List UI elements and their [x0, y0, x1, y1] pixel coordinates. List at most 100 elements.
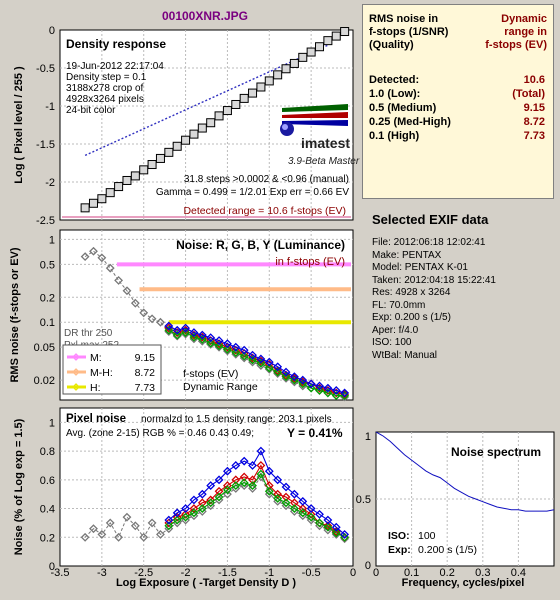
noise-ytick-label: 0.02	[34, 375, 55, 387]
spectrum-exp-value: 0.200 s (1/5)	[418, 544, 477, 556]
summary-header-left-3: (Quality)	[369, 39, 414, 51]
pixel-series	[80, 446, 350, 544]
pixel-series-marker	[189, 508, 199, 518]
pixel-ytick-label: 0.6	[40, 475, 55, 487]
pixel-series-marker	[331, 528, 341, 538]
noise-ytick-label: 0.2	[40, 292, 55, 304]
pixel-series-marker	[231, 461, 241, 470]
summary-row-label: 0.25 (Med-High)	[369, 116, 451, 128]
summary-row-value: 9.15	[523, 102, 545, 114]
noise-series-marker	[239, 345, 249, 355]
density-marker	[172, 141, 182, 151]
noise-series-marker	[223, 344, 232, 354]
shared-xtick-label: -1.5	[218, 567, 237, 579]
noise-series-marker	[181, 328, 190, 337]
pixel-series-marker	[164, 521, 174, 531]
density-marker	[97, 194, 107, 204]
pixel-series-marker	[239, 472, 249, 482]
noise-series-marker	[273, 366, 283, 376]
pixel-series-marker	[231, 481, 241, 490]
noise-series-marker	[340, 388, 350, 398]
noise-series-marker	[181, 323, 190, 333]
pixel-series-marker	[239, 456, 249, 466]
noise-series-marker	[298, 379, 308, 389]
spectrum-xtick-label: 0.1	[404, 567, 419, 579]
pixel-series-marker	[331, 527, 341, 536]
pixel-series-marker	[214, 475, 224, 485]
density-marker	[231, 99, 241, 109]
pixel-series-marker	[331, 522, 341, 532]
noise-series-marker	[264, 364, 274, 374]
density-marker	[164, 147, 174, 157]
shared-xtick-label: -0.5	[302, 567, 321, 579]
noise-series-marker	[256, 354, 266, 364]
shared-xtick-label: -3.5	[51, 567, 70, 579]
summary-header-left: RMS noise in f-stops (1/SNR) (Quality)	[369, 13, 448, 52]
density-info-line: 24-bit color	[66, 105, 116, 116]
noise-series-marker	[289, 375, 299, 385]
noise-series-marker	[264, 363, 274, 373]
pixel-series-marker	[80, 532, 90, 542]
density-marker	[306, 47, 316, 57]
exif-title: Selected EXIF data	[372, 212, 489, 227]
pixel-ytick-label: 1	[49, 417, 55, 429]
legend-value: 7.73	[135, 382, 156, 394]
density-marker	[197, 123, 207, 133]
noise-series-marker	[306, 379, 316, 389]
pixel-series-marker	[214, 486, 224, 496]
density-marker	[88, 198, 98, 208]
noise-series-marker	[97, 253, 107, 263]
pixel-avg: Avg. (zone 2-15) RGB % = 0.46 0.43 0.49;	[66, 428, 254, 439]
noise-series-marker	[206, 333, 216, 343]
noise-series-marker	[89, 246, 98, 256]
pixel-series-marker	[298, 504, 308, 513]
pixel-series-marker	[223, 466, 232, 476]
density-grid	[60, 30, 353, 220]
exif-res: Res: 4928 x 3264	[372, 287, 451, 298]
density-marker	[155, 153, 165, 163]
density-info-line: Density step = 0.1	[66, 72, 147, 83]
noise-series-marker	[306, 383, 316, 393]
noise-series-marker	[323, 383, 333, 393]
noise-threshold-lines	[116, 262, 351, 325]
spectrum-xtick-label: 0.3	[475, 567, 490, 579]
pixel-series-marker	[289, 498, 299, 508]
pixel-series-marker	[181, 509, 190, 519]
density-marker	[114, 182, 124, 192]
pixel-series-marker	[298, 496, 308, 506]
density-markers	[80, 27, 350, 213]
density-title: Density response	[66, 37, 166, 51]
pixel-series-marker	[315, 518, 324, 528]
legend-value: 9.15	[135, 352, 156, 364]
noise-series-marker	[189, 332, 199, 342]
density-marker	[105, 188, 115, 198]
pixel-series-marker	[340, 529, 350, 539]
legend-marker	[72, 383, 80, 391]
noise-series-marker	[248, 350, 257, 360]
fstops-label: f-stops (EV)	[183, 368, 238, 380]
density-marker	[256, 82, 266, 92]
pixel-series-marker	[323, 515, 333, 525]
summary-row-med-high: 0.25 (Med-High) 8.72	[369, 116, 545, 128]
pixel-series-marker	[264, 486, 274, 496]
noise-series-marker	[264, 357, 274, 367]
noise-series-marker	[214, 336, 224, 346]
noise-series-marker	[214, 342, 224, 352]
noise-series-marker	[273, 367, 283, 377]
brand-sub: 3.9-Beta Master	[288, 156, 360, 167]
density-info-line: 19-Jun-2012 22:17:04	[66, 61, 164, 72]
pixel-series-marker	[97, 529, 107, 539]
shared-xlabel: Log Exposure ( -Target Density D )	[116, 577, 296, 589]
noise-series-marker	[256, 358, 266, 368]
noise-series-marker	[105, 263, 115, 273]
exif-wtbal: WtBal: Manual	[372, 349, 438, 361]
noise-series-marker	[130, 298, 140, 308]
pixel-series-marker	[289, 504, 299, 513]
shared-x-ticks: -3.5 -3 -2.5 -2 -1.5 -1 -0.5 0	[51, 567, 357, 579]
noise-series-marker	[197, 330, 207, 340]
pixel-ytick-label: 0.8	[40, 446, 55, 458]
noise-ytick-label: 0.5	[40, 259, 55, 271]
legend-label: M:	[90, 352, 102, 364]
spectrum-xtick-label: 0.2	[440, 567, 455, 579]
